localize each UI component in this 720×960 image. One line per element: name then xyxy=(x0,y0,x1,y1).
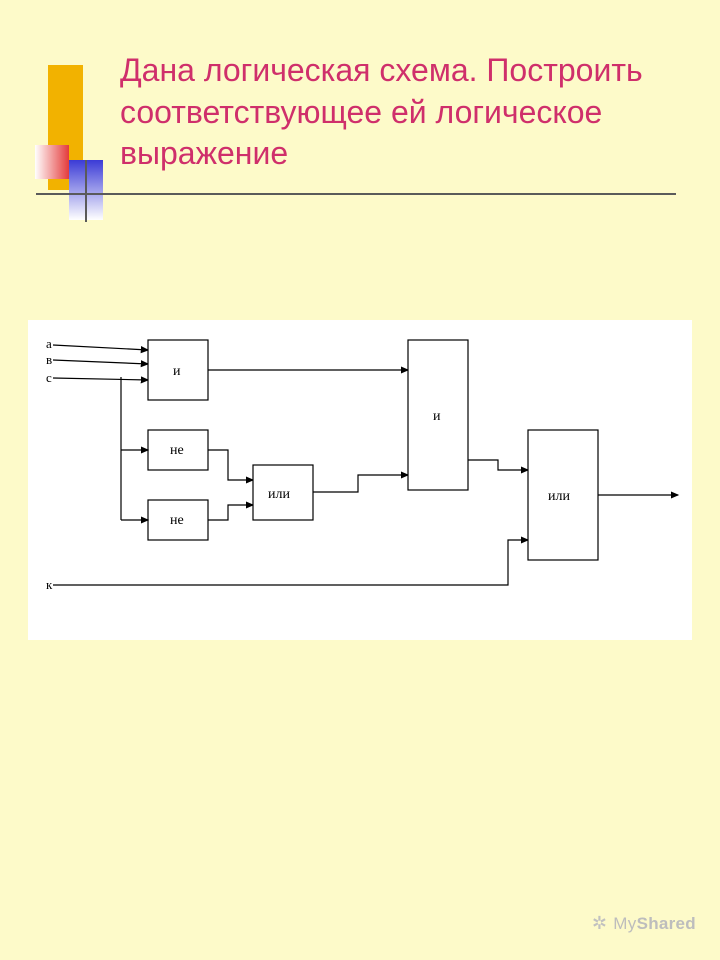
slide: Дана логическая схема. Построить соответ… xyxy=(0,0,720,960)
logo-part2: Shared xyxy=(637,914,696,933)
gate-and2-label: и xyxy=(433,409,441,424)
wire-k-or2 xyxy=(53,540,528,585)
slide-title: Дана логическая схема. Построить соответ… xyxy=(120,50,680,175)
logic-diagram: а в с к не не или xyxy=(28,320,692,640)
vertical-rule xyxy=(85,160,87,222)
wire-and2-or2 xyxy=(468,460,528,470)
wire-not2-or1 xyxy=(208,505,253,520)
input-a-label: а xyxy=(46,336,52,351)
gate-not1-label: не xyxy=(170,443,184,458)
gate-or2-label: или xyxy=(548,489,570,504)
gate-not2-label: не xyxy=(170,513,184,528)
input-b-label: в xyxy=(46,352,52,367)
gate-and1-label: и xyxy=(173,364,181,379)
wire-not1-or1 xyxy=(208,450,253,480)
wire-c-and1 xyxy=(53,378,148,380)
accent-red-square xyxy=(35,145,69,179)
wire-a-and1 xyxy=(53,345,148,350)
wire-or1-and2 xyxy=(313,475,408,492)
gear-icon: ✲ xyxy=(592,913,607,934)
input-k-label: к xyxy=(46,577,53,592)
input-c-label: с xyxy=(46,370,52,385)
wire-b-and1 xyxy=(53,360,148,364)
gate-or1-label: или xyxy=(268,487,290,502)
logo-part1: My xyxy=(613,914,636,933)
horizontal-rule xyxy=(36,193,676,195)
myshared-logo: ✲ MyShared xyxy=(592,913,696,934)
